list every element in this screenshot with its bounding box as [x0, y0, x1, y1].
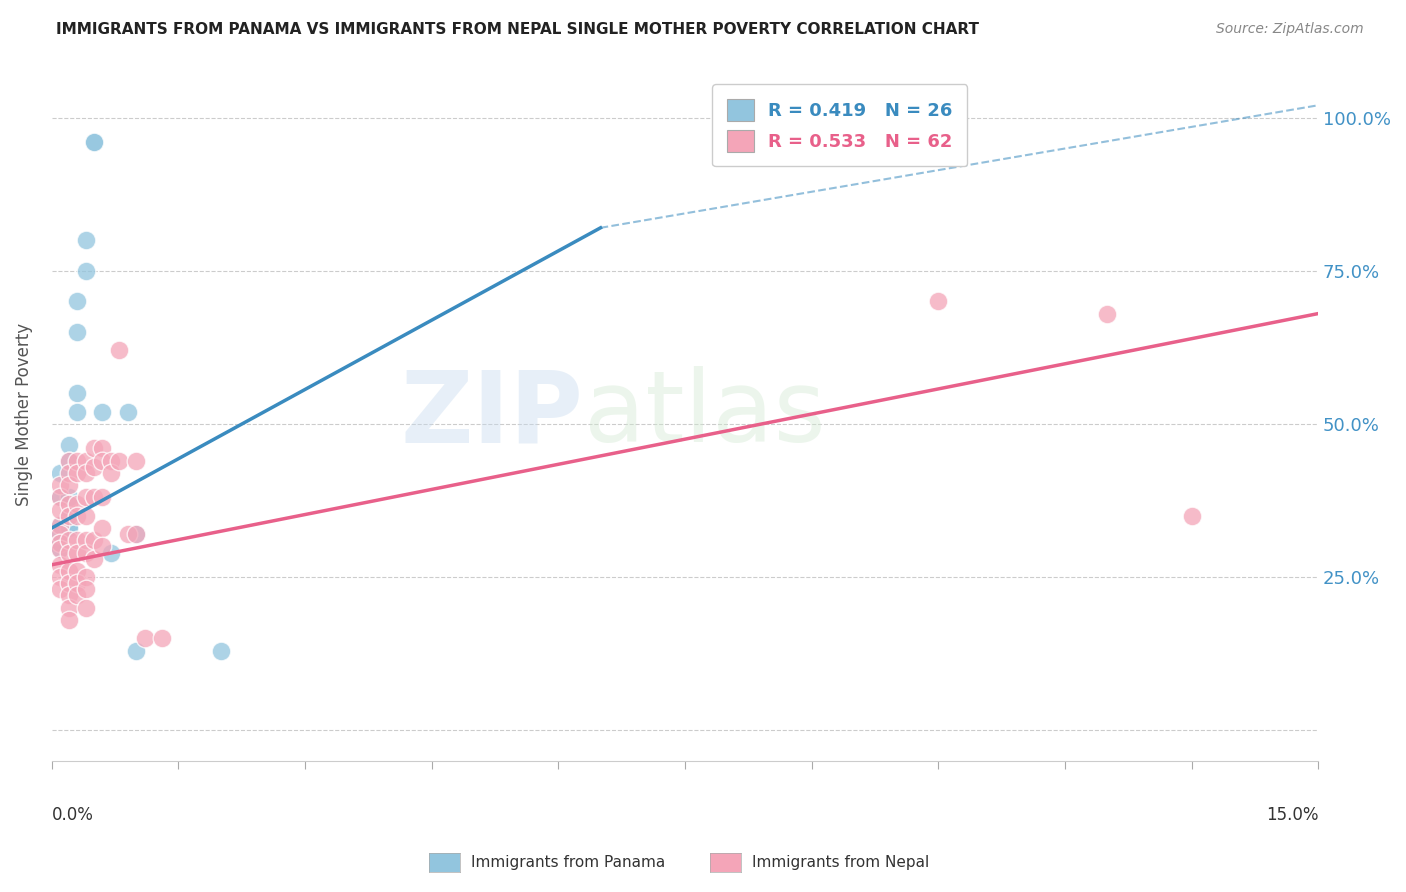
Legend: R = 0.419   N = 26, R = 0.533   N = 62: R = 0.419 N = 26, R = 0.533 N = 62 — [713, 85, 967, 167]
Point — [58, 589, 80, 603]
Point — [66, 564, 89, 578]
Point — [49, 491, 72, 505]
Point — [58, 521, 80, 535]
Point — [58, 466, 80, 480]
Point — [58, 545, 80, 559]
Point — [125, 453, 148, 467]
Point — [66, 533, 89, 548]
Point — [49, 478, 72, 492]
Point — [58, 533, 80, 548]
Point — [83, 442, 105, 456]
Point — [58, 508, 80, 523]
Point — [66, 496, 89, 510]
Point — [66, 404, 89, 418]
Point — [49, 527, 72, 541]
Point — [58, 613, 80, 627]
Point — [75, 545, 97, 559]
Point — [58, 518, 80, 533]
Point — [91, 540, 114, 554]
Point — [209, 643, 232, 657]
Point — [91, 491, 114, 505]
Point — [100, 466, 122, 480]
Point — [100, 453, 122, 467]
Point — [58, 496, 80, 510]
Point — [49, 558, 72, 572]
Text: ZIP: ZIP — [401, 367, 583, 463]
Point — [49, 542, 72, 557]
Point — [1095, 307, 1118, 321]
Point — [75, 600, 97, 615]
Point — [49, 582, 72, 597]
Point — [66, 386, 89, 401]
Text: atlas: atlas — [583, 367, 825, 463]
Point — [83, 491, 105, 505]
Point — [75, 453, 97, 467]
Point — [100, 545, 122, 559]
Point — [66, 453, 89, 467]
Point — [58, 564, 80, 578]
Point — [91, 453, 114, 467]
Y-axis label: Single Mother Poverty: Single Mother Poverty — [15, 323, 32, 507]
Point — [83, 135, 105, 149]
Point — [58, 453, 80, 467]
Point — [117, 404, 139, 418]
Point — [108, 453, 131, 467]
Point — [927, 294, 949, 309]
Point — [91, 404, 114, 418]
Point — [83, 533, 105, 548]
Point — [75, 533, 97, 548]
Point — [75, 263, 97, 277]
Point — [66, 545, 89, 559]
Point — [66, 589, 89, 603]
Point — [75, 233, 97, 247]
Point — [49, 570, 72, 584]
Point — [150, 632, 173, 646]
Text: Source: ZipAtlas.com: Source: ZipAtlas.com — [1216, 22, 1364, 37]
Point — [83, 551, 105, 566]
Point — [91, 521, 114, 535]
Point — [83, 459, 105, 474]
Point — [125, 527, 148, 541]
Point — [75, 466, 97, 480]
Point — [1180, 508, 1202, 523]
Text: Immigrants from Panama: Immigrants from Panama — [471, 855, 665, 870]
Point — [49, 491, 72, 505]
Point — [75, 570, 97, 584]
Point — [108, 343, 131, 358]
Point — [49, 466, 72, 480]
Point — [49, 527, 72, 541]
Point — [66, 325, 89, 339]
Point — [49, 542, 72, 557]
Point — [134, 632, 156, 646]
Point — [91, 442, 114, 456]
Point — [49, 502, 72, 516]
Point — [58, 478, 80, 492]
Point — [125, 527, 148, 541]
Point — [49, 518, 72, 533]
Point — [58, 576, 80, 591]
Point — [117, 527, 139, 541]
Point — [66, 576, 89, 591]
Point — [66, 466, 89, 480]
Point — [49, 536, 72, 550]
Text: IMMIGRANTS FROM PANAMA VS IMMIGRANTS FROM NEPAL SINGLE MOTHER POVERTY CORRELATIO: IMMIGRANTS FROM PANAMA VS IMMIGRANTS FRO… — [56, 22, 979, 37]
Point — [58, 453, 80, 467]
Point — [49, 518, 72, 533]
Point — [83, 135, 105, 149]
Point — [66, 294, 89, 309]
Text: 0.0%: 0.0% — [52, 805, 94, 824]
Point — [75, 491, 97, 505]
Point — [75, 508, 97, 523]
Point — [58, 438, 80, 452]
Point — [66, 508, 89, 523]
Text: 15.0%: 15.0% — [1265, 805, 1319, 824]
Point — [58, 600, 80, 615]
Point — [58, 491, 80, 505]
Point — [75, 582, 97, 597]
Point — [58, 508, 80, 523]
Point — [125, 643, 148, 657]
Text: Immigrants from Nepal: Immigrants from Nepal — [752, 855, 929, 870]
Point — [49, 536, 72, 550]
